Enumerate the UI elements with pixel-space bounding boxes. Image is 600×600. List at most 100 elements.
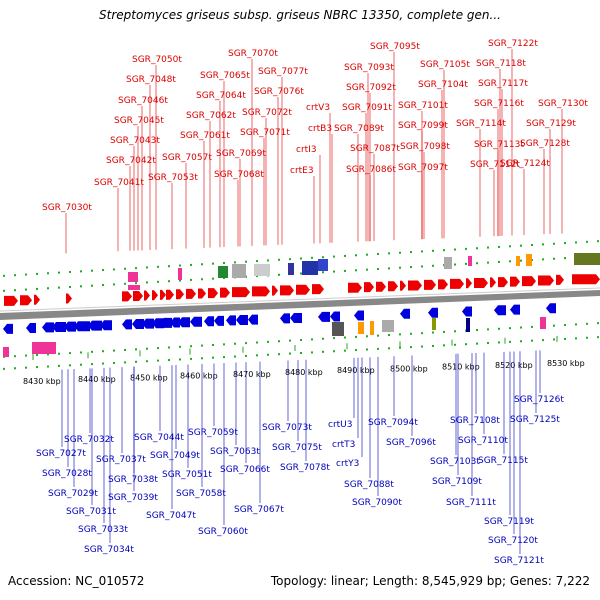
guide-dot (80, 285, 82, 288)
guide-dot (454, 263, 456, 266)
guide-dot (223, 343, 225, 346)
guide-dot (58, 352, 60, 355)
gene-label-bottom: SGR_7111t (446, 498, 496, 508)
guide-dot (80, 270, 82, 273)
gene-label-bottom: SGR_7033t (78, 525, 128, 535)
guide-dot (278, 340, 280, 343)
gene-label-top: crtI3 (296, 145, 317, 155)
guide-dot (212, 262, 214, 265)
guide-dot (366, 253, 368, 256)
guide-dot (168, 346, 170, 349)
reverse-gene-arrow (280, 313, 290, 324)
bottom-gene-labels: SGR_7027t SGR_7028t SGR_7029t SGR_7031t SGR_… (36, 350, 564, 566)
gene-label-bottom: SGR_7073t (262, 423, 312, 433)
guide-dot (113, 268, 115, 271)
guide-dot (487, 342, 489, 345)
gene-label-top: SGR_7114t (456, 119, 506, 129)
guide-dot (564, 257, 566, 260)
guide-dot (256, 260, 258, 263)
guide-dot (168, 265, 170, 268)
guide-dot (179, 358, 181, 361)
scale-label: 8440 kbp (78, 375, 116, 384)
forward-gene-arrow (144, 290, 150, 301)
gene-label-top: crtB3 (308, 124, 332, 134)
forward-gene-arrow (450, 278, 464, 289)
top-guide-line (3, 240, 599, 277)
guide-dot (553, 257, 555, 260)
gene-label-top: SGR_7118t (476, 59, 526, 69)
guide-dot (476, 247, 478, 250)
guide-dot (476, 262, 478, 265)
guide-dot (388, 267, 390, 270)
guide-dot (47, 365, 49, 368)
guide-dot (542, 243, 544, 246)
forward-gene-arrow (166, 289, 174, 300)
forward-gene-arrow (408, 280, 422, 291)
feature-block (358, 322, 364, 334)
gene-label-top: SGR_7087t (350, 144, 400, 154)
guide-dot (80, 363, 82, 366)
forward-gene-arrow (34, 294, 40, 305)
gene-label-top: SGR_7130t (538, 99, 588, 109)
guide-dot (388, 347, 390, 350)
guide-dot (146, 360, 148, 363)
gene-label-bottom: SGR_7049t (150, 451, 200, 461)
reverse-gene-arrow (3, 323, 13, 334)
guide-dot (47, 272, 49, 275)
gene-label-bottom: SGR_7109t (432, 477, 482, 487)
reverse-gene-arrow (42, 322, 54, 333)
guide-dot (355, 254, 357, 257)
gene-label-top: SGR_7097t (398, 163, 448, 173)
guide-dot (487, 246, 489, 249)
guide-dot (300, 352, 302, 354)
guide-dot (278, 353, 280, 356)
gene-label-bottom: SGR_7028t (42, 469, 92, 479)
guide-dot (421, 345, 423, 348)
gene-label-bottom: SGR_7078t (280, 463, 330, 473)
gene-label-bottom: SGR_7096t (386, 438, 436, 448)
reverse-gene-arrow (178, 317, 190, 328)
forward-gene-arrow (272, 285, 278, 296)
guide-dot (586, 336, 588, 339)
guide-dot (278, 258, 280, 261)
feature-block (540, 317, 546, 329)
guide-dot (135, 282, 137, 285)
forward-gene-arrow (572, 274, 600, 285)
guide-dot (300, 257, 302, 260)
guide-dot (410, 332, 412, 335)
scale-label: 8500 kbp (390, 364, 428, 373)
guide-dot (509, 327, 511, 330)
guide-dot (14, 289, 16, 292)
guide-dot (212, 356, 214, 359)
guide-dot (124, 348, 126, 351)
guide-dot (190, 357, 192, 360)
gene-label-top: SGR_7122t (488, 39, 538, 49)
guide-dot (201, 344, 203, 347)
gene-label-top: SGR_7045t (114, 116, 164, 126)
guide-dot (421, 332, 423, 335)
forward-gene-arrow (232, 287, 250, 298)
gene-label-top: SGR_7061t (180, 131, 230, 141)
guide-dot (377, 347, 379, 350)
gene-label-top: SGR_7065t (200, 71, 250, 81)
guide-dot (146, 266, 148, 269)
forward-gene-arrow (498, 277, 508, 288)
guide-dot (575, 337, 577, 340)
gene-label-top: SGR_7050t (132, 55, 182, 65)
gene-label-top: SGR_7064t (196, 91, 246, 101)
guide-dot (542, 339, 544, 342)
forward-gene-arrow (133, 290, 143, 301)
forward-gene-arrow (20, 295, 32, 306)
guide-dot (80, 351, 82, 354)
guide-dot (157, 265, 159, 268)
gene-label-top: SGR_7091t (342, 103, 392, 113)
guide-dot (355, 269, 357, 272)
guide-dot (454, 330, 456, 333)
forward-gene-arrow (152, 290, 158, 301)
feature-block (288, 263, 294, 275)
feature-block (432, 318, 436, 330)
feature-block (574, 253, 600, 265)
reverse-gene-arrow (204, 316, 214, 327)
reverse-gene-arrow (142, 318, 154, 329)
